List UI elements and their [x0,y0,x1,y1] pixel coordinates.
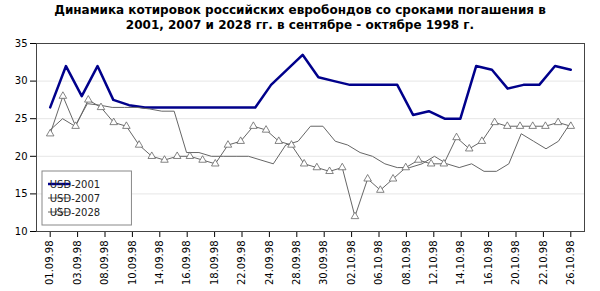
svg-text:26.10.98: 26.10.98 [565,241,576,286]
svg-text:30: 30 [15,75,28,86]
svg-text:28.09.98: 28.09.98 [291,241,302,286]
svg-text:25: 25 [15,113,28,124]
svg-text:14.09.98: 14.09.98 [154,241,165,286]
svg-text:20: 20 [15,151,28,162]
svg-text:08.09.98: 08.09.98 [99,241,110,286]
svg-text:02.10.98: 02.10.98 [346,241,357,286]
svg-text:16.09.98: 16.09.98 [181,241,192,286]
svg-text:12.10.98: 12.10.98 [428,241,439,286]
svg-text:15: 15 [15,188,28,199]
svg-text:30.09.98: 30.09.98 [318,241,329,286]
svg-text:USD-2007: USD-2007 [50,193,100,204]
svg-text:03.09.98: 03.09.98 [72,241,83,286]
svg-text:10: 10 [15,226,28,237]
svg-text:22.09.98: 22.09.98 [236,241,247,286]
svg-text:14.10.98: 14.10.98 [455,241,466,286]
svg-text:01.09.98: 01.09.98 [44,241,55,286]
html-text:Динамика котировок российских: Динамика котировок российских евробондов… [54,3,546,32]
svg-text:24.09.98: 24.09.98 [264,241,275,286]
svg-text:20.10.98: 20.10.98 [510,241,521,286]
svg-text:18.09.98: 18.09.98 [209,241,220,286]
svg-text:10.09.98: 10.09.98 [127,241,138,286]
svg-text:35: 35 [15,38,28,49]
svg-text:USD-2001: USD-2001 [50,179,100,190]
svg-text:USD-2028: USD-2028 [50,207,100,218]
svg-text:16.10.98: 16.10.98 [483,241,494,286]
svg-text:06.10.98: 06.10.98 [373,241,384,286]
svg-text:22.10.98: 22.10.98 [538,241,549,286]
svg-text:08.10.98: 08.10.98 [401,241,412,286]
